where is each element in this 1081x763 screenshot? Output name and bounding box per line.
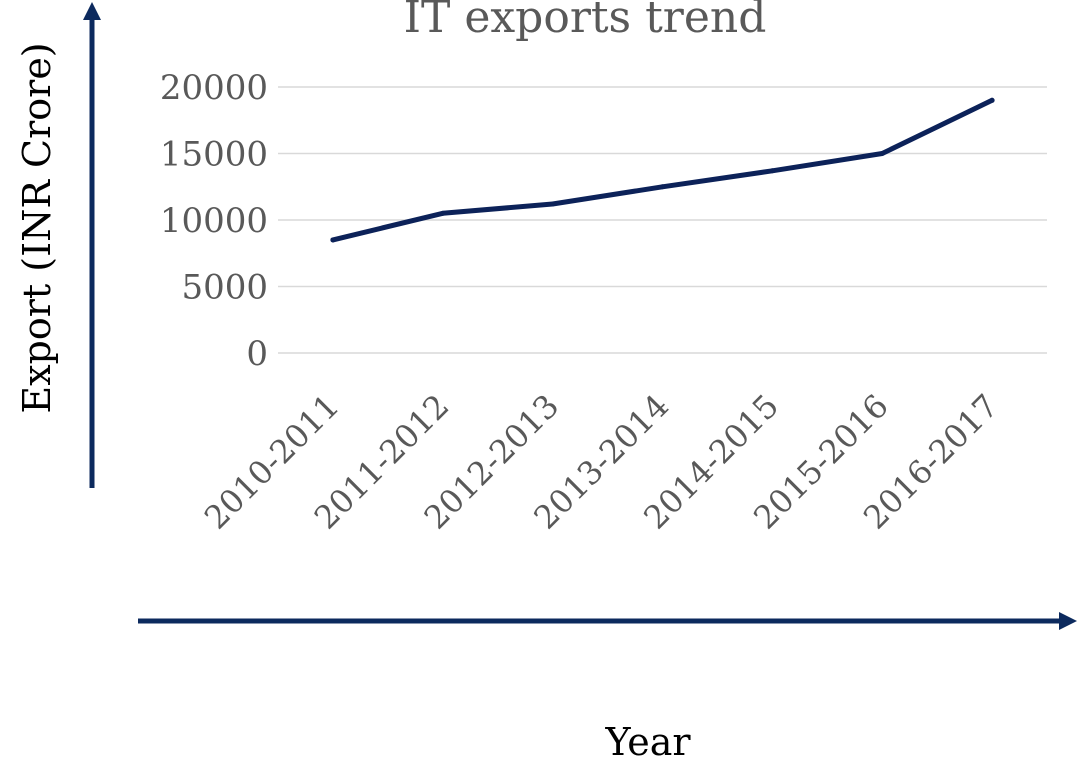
data-point: [879, 151, 885, 156]
y-axis-arrow: [83, 2, 101, 488]
y-tick-label: 10000: [160, 201, 268, 241]
data-point: [769, 168, 775, 174]
y-axis-label: Export (INR Crore): [15, 42, 59, 413]
y-tick-label: 0: [246, 334, 268, 374]
series-line-0: [330, 97, 995, 243]
chart-title: IT exports trend: [404, 0, 767, 43]
data-point: [660, 184, 665, 190]
y-tick-label: 5000: [181, 268, 268, 308]
y-tick-labels: 0 5000 10000 15000 20000: [160, 68, 268, 374]
data-point: [550, 201, 556, 207]
x-axis-arrow: [138, 612, 1077, 630]
series-group: [330, 97, 995, 243]
data-point: [440, 210, 446, 216]
data-point: [330, 237, 336, 243]
y-tick-label: 15000: [160, 135, 268, 175]
x-axis-label: Year: [604, 720, 691, 763]
x-tick-labels: 2010-20112011-20122012-20132013-20142014…: [197, 387, 1006, 537]
data-point: [989, 97, 995, 103]
y-tick-label: 20000: [160, 68, 268, 108]
